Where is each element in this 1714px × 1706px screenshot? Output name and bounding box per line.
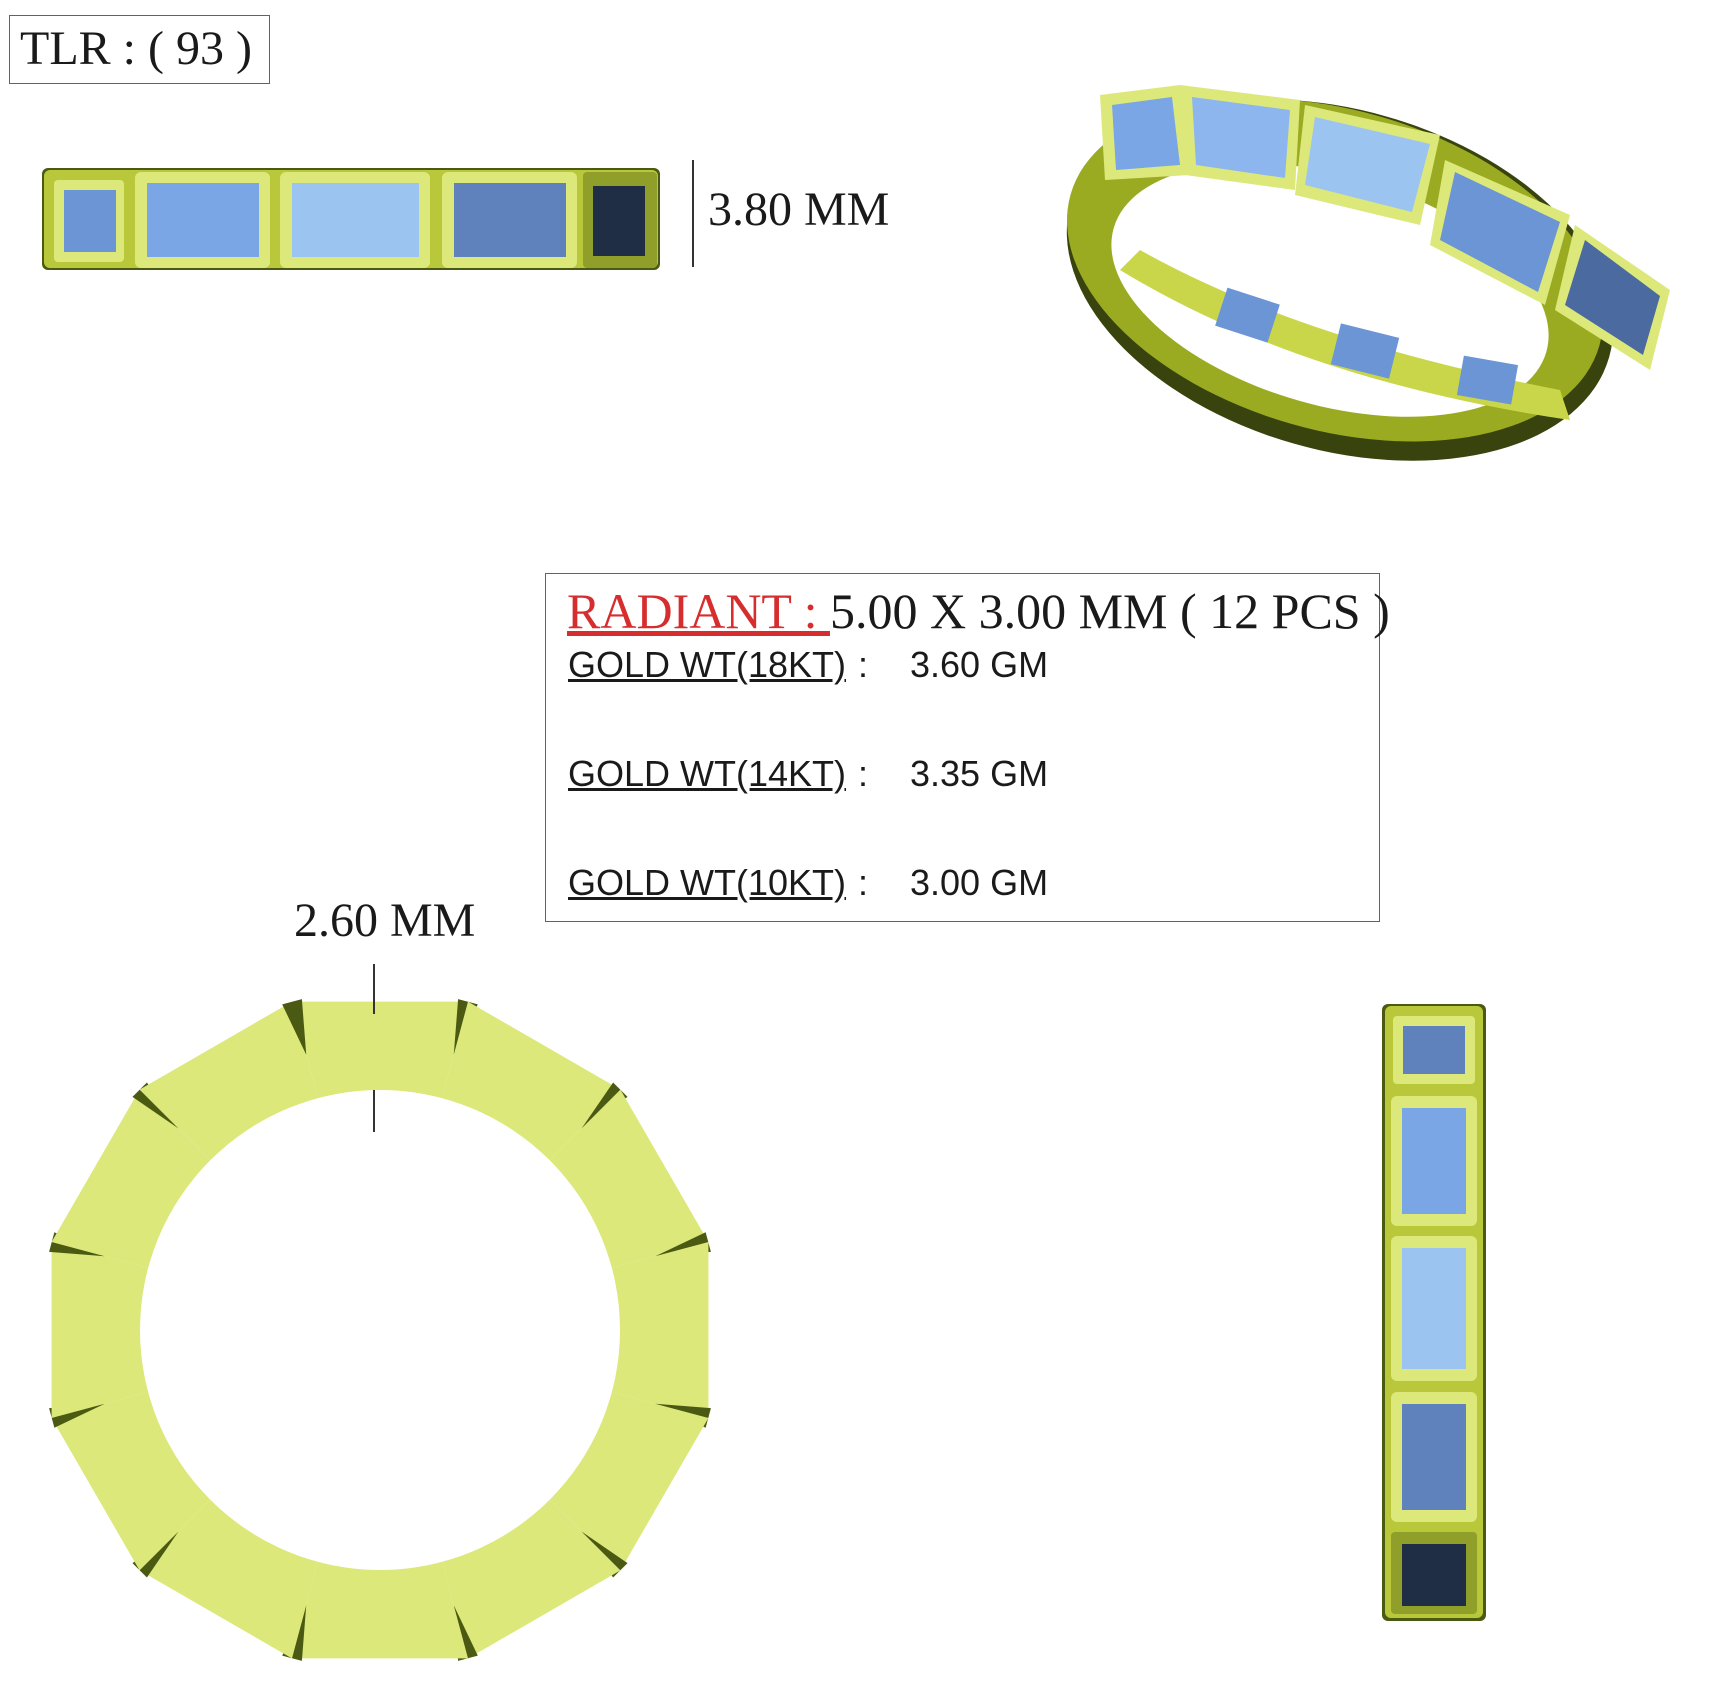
stone-4 [442, 172, 577, 268]
gold-weight-label: GOLD WT(14KT) [568, 753, 847, 794]
stone-type-label: RADIANT : [567, 583, 830, 639]
gold-weight-separator: : [858, 644, 869, 685]
tlr-label: TLR : ( 93 ) [9, 15, 270, 84]
stone-2 [135, 172, 270, 268]
top-view-band [42, 168, 660, 270]
stone-1 [54, 180, 124, 262]
ring-segment [611, 1242, 709, 1418]
inner-strip [1120, 250, 1570, 420]
gold-weight-value: 3.35 GM [910, 753, 1049, 794]
gold-weight-row-18kt: GOLD WT(18KT):3.60 GM [568, 644, 1048, 686]
stone-spec-heading: RADIANT : 5.00 X 3.00 MM ( 12 PCS ) [567, 582, 1390, 640]
gold-weight-label: GOLD WT(10KT) [568, 862, 847, 903]
ring-segment [292, 1001, 468, 1099]
side-stone-1 [1393, 1016, 1475, 1084]
gold-weight-value: 3.60 GM [910, 644, 1049, 685]
width-dimension-label: 3.80 MM [708, 183, 890, 236]
ring-segment [292, 1561, 468, 1659]
gold-weight-separator: : [858, 862, 869, 903]
stone-3 [280, 172, 430, 268]
ring-segment [51, 1242, 149, 1418]
width-dimension-line [692, 160, 694, 267]
ring-notch [132, 1531, 179, 1578]
gold-weight-separator: : [858, 753, 869, 794]
gold-weight-value: 3.00 GM [910, 862, 1049, 903]
side-view-band [1382, 1004, 1486, 1621]
inner-windows [1215, 287, 1519, 405]
gold-weight-row-10kt: GOLD WT(10KT):3.00 GM [568, 862, 1048, 904]
thickness-dimension-label: 2.60 MM [294, 894, 476, 947]
gold-weight-label: GOLD WT(18KT) [568, 644, 847, 685]
ring-notch [282, 999, 307, 1055]
thickness-dimension-line-top [373, 964, 375, 1014]
side-stone-5 [1391, 1532, 1477, 1614]
side-stone-3 [1391, 1236, 1477, 1381]
gold-weight-row-14kt: GOLD WT(14KT):3.35 GM [568, 753, 1048, 795]
side-stone-4 [1391, 1392, 1477, 1522]
spec-panel: RADIANT : 5.00 X 3.00 MM ( 12 PCS ) GOLD… [545, 573, 1390, 922]
stone-5 [583, 172, 657, 268]
thickness-dimension-line-bottom [373, 1090, 375, 1132]
top-stones [1100, 85, 1670, 370]
ring-inner-hole [140, 1090, 620, 1570]
perspective-band [1066, 85, 1670, 461]
front-view-ring [49, 999, 711, 1661]
side-stone-2 [1391, 1096, 1477, 1226]
stone-size-text: 5.00 X 3.00 MM ( 12 PCS ) [829, 583, 1390, 639]
